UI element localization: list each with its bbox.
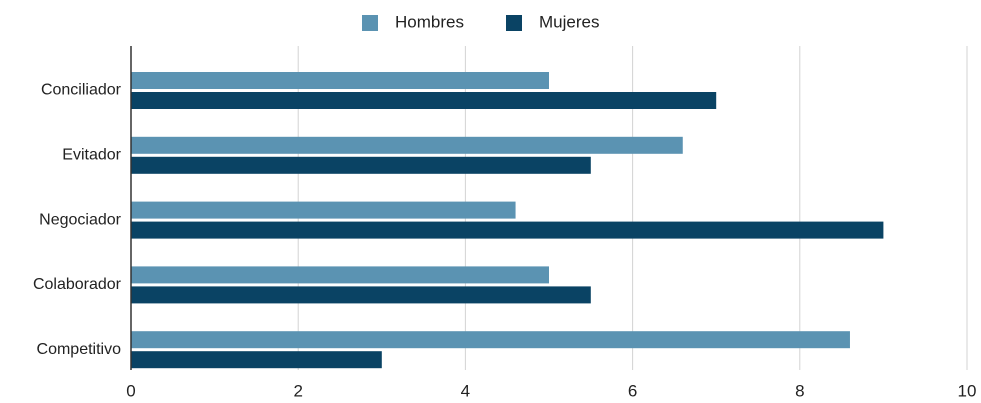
category-label-evitador: Evitador: [62, 147, 121, 164]
bar-evitador-hombres: [131, 136, 683, 154]
bar-competitivo-mujeres: [131, 351, 382, 369]
category-label-negociador: Negociador: [39, 211, 122, 228]
legend-label-mujeres: Mujeres: [539, 12, 599, 31]
legend-swatch-hombres: [362, 15, 378, 31]
legend-label-hombres: Hombres: [395, 12, 464, 31]
category-label-competitivo: Competitivo: [37, 341, 122, 358]
bar-colaborador-mujeres: [131, 286, 591, 304]
bar-evitador-mujeres: [131, 156, 591, 174]
legend-swatch-mujeres: [506, 15, 522, 31]
category-label-colaborador: Colaborador: [33, 276, 122, 293]
legend: Hombres Mujeres: [362, 12, 599, 31]
x-tick-label-8: 8: [795, 381, 804, 400]
bar-colaborador-hombres: [131, 266, 549, 284]
bar-conciliador-hombres: [131, 72, 549, 89]
bars: [131, 72, 884, 369]
x-tick-label-4: 4: [461, 381, 470, 400]
x-tick-label-6: 6: [628, 381, 637, 400]
bar-negociador-hombres: [131, 201, 516, 219]
category-label-conciliador: Conciliador: [41, 82, 122, 99]
x-tick-label-0: 0: [126, 381, 135, 400]
axes: Conciliador Evitador Negociador Colaborador…: [33, 46, 977, 400]
x-tick-label-10: 10: [958, 381, 977, 400]
bar-conciliador-mujeres: [131, 92, 717, 109]
bar-negociador-mujeres: [131, 221, 884, 239]
x-tick-label-2: 2: [293, 381, 302, 400]
bar-competitivo-hombres: [131, 331, 850, 349]
